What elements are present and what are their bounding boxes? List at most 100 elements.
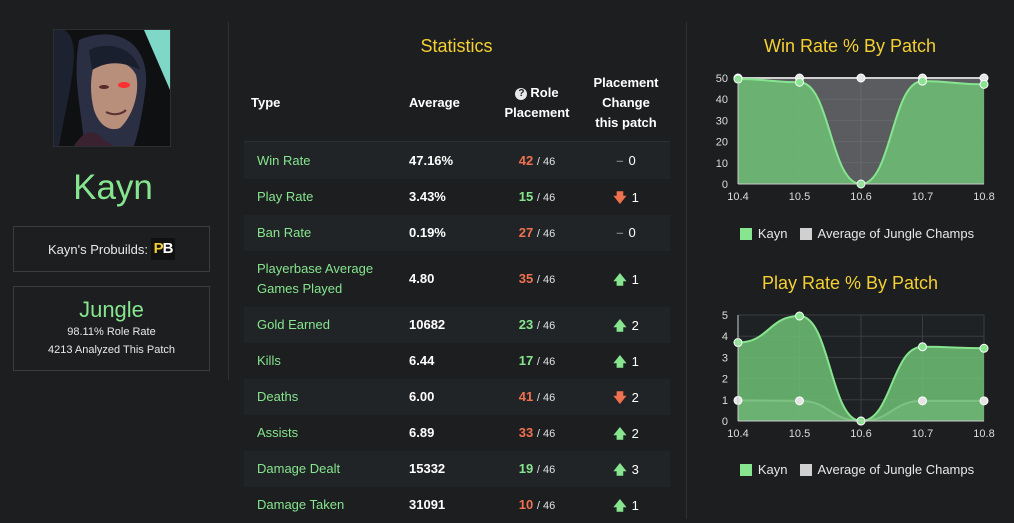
data-point-average[interactable] <box>918 396 927 406</box>
y-tick-label: 20 <box>716 137 728 149</box>
placement-rank: 23 <box>518 317 534 332</box>
stat-placement-change: 🡇 1 <box>590 189 662 211</box>
stat-type: Kills <box>257 353 281 368</box>
placement-total: / 46 <box>536 356 556 368</box>
placement-rank: 19 <box>518 461 534 476</box>
x-tick-label: 10.8 <box>973 191 994 203</box>
placement-total: / 46 <box>536 500 556 512</box>
change-value: 1 <box>631 190 639 205</box>
stat-placement-change: 🡅 1 <box>590 353 662 375</box>
change-arrow-icon: 🡅 <box>613 462 627 477</box>
table-row: Gold Earned 10682 23 / 46 🡅 2 <box>244 307 670 343</box>
legend-item-average[interactable]: Average of Jungle Champs <box>799 226 974 241</box>
y-tick-label: 50 <box>716 73 728 85</box>
stat-placement-change: 🡅 2 <box>590 317 662 339</box>
winrate-chart: 0 10 20 30 40 50 10.4 10.5 10.6 10.7 10.8 <box>716 73 995 203</box>
stat-average: 47.16% <box>409 152 454 168</box>
stat-average: 6.89 <box>409 425 435 440</box>
stat-role-placement: 15 / 46 <box>492 189 582 204</box>
probuilds-link[interactable]: Kayn's Probuilds: PB <box>13 226 210 272</box>
change-arrow-icon: 🡇 <box>613 190 627 205</box>
change-arrow-icon: 🡅 <box>613 354 627 369</box>
header-placement-change: Placement Change this patch <box>593 75 659 130</box>
placement-rank: 35 <box>518 271 534 286</box>
placement-rank: 41 <box>518 389 534 404</box>
data-point-average[interactable] <box>795 396 804 406</box>
playrate-chart: 0 1 2 3 4 5 10.4 10.5 10.6 10.7 10.8 <box>722 310 995 440</box>
legend-item-average[interactable]: Average of Jungle Champs <box>799 462 974 477</box>
y-tick-label: 5 <box>722 310 728 322</box>
winrate-legend: Kayn Average of Jungle Champs <box>700 226 1014 241</box>
x-tick-label: 10.5 <box>789 428 810 440</box>
x-tick-label: 10.4 <box>727 191 748 203</box>
y-tick-label: 1 <box>722 395 728 407</box>
data-point-average[interactable] <box>856 73 866 83</box>
x-tick-label: 10.8 <box>973 428 994 440</box>
legend-item-kayn[interactable]: Kayn <box>739 462 788 477</box>
y-tick-label: 3 <box>722 352 728 364</box>
change-arrow-icon: 🡅 <box>613 318 627 333</box>
legend-swatch <box>739 227 752 240</box>
data-point-kayn[interactable] <box>979 343 989 353</box>
y-tick-label: 40 <box>716 94 728 106</box>
x-tick-label: 10.5 <box>789 191 810 203</box>
x-tick-label: 10.4 <box>727 428 748 440</box>
role-analyzed: 4213 Analyzed This Patch <box>48 344 175 356</box>
x-tick-label: 10.6 <box>850 191 871 203</box>
placement-rank: 15 <box>518 189 534 204</box>
data-point-kayn[interactable] <box>795 311 804 321</box>
table-row: Ban Rate 0.19% 27 / 46 –0 <box>244 215 670 251</box>
table-row: Assists 6.89 33 / 46 🡅 2 <box>244 415 670 451</box>
legend-item-kayn[interactable]: Kayn <box>739 226 788 241</box>
stat-type: Playerbase Average Games Played <box>257 261 374 296</box>
stat-average: 6.00 <box>409 389 435 404</box>
statistics-title: Statistics <box>420 36 493 56</box>
change-value: 1 <box>631 272 639 287</box>
placement-total: / 46 <box>536 228 556 240</box>
playrate-legend: Kayn Average of Jungle Champs <box>700 462 1014 477</box>
placement-total: / 46 <box>536 155 556 168</box>
x-tick-label: 10.7 <box>912 191 933 203</box>
table-row: Damage Dealt 15332 19 / 46 🡅 3 <box>244 451 670 487</box>
stat-role-placement: 23 / 46 <box>492 317 582 332</box>
champion-portrait-image <box>54 30 170 146</box>
change-value: 3 <box>631 462 639 477</box>
stat-placement-change: 🡅 1 <box>590 271 662 293</box>
y-tick-label: 2 <box>722 374 728 386</box>
help-icon[interactable]: ? <box>515 88 528 100</box>
series-area-kayn <box>738 316 984 421</box>
table-header-divider <box>244 141 670 142</box>
y-tick-label: 0 <box>722 416 728 428</box>
stat-placement-change: –0 <box>590 153 662 168</box>
playrate-chart-title: Play Rate % By Patch <box>761 273 939 293</box>
data-point-kayn[interactable] <box>979 79 989 89</box>
stat-role-placement: 19 / 46 <box>492 461 582 476</box>
role-summary: Jungle 98.11% Role Rate 4213 Analyzed Th… <box>13 286 210 371</box>
data-point-average[interactable] <box>979 396 989 406</box>
data-point-kayn[interactable] <box>918 76 927 86</box>
change-value: 2 <box>631 318 639 333</box>
data-point-kayn[interactable] <box>918 342 927 352</box>
legend-swatch <box>799 463 812 476</box>
table-row: Deaths 6.00 41 / 46 🡇 2 <box>244 379 670 415</box>
stat-placement-change: 🡅 3 <box>590 461 662 483</box>
header-type: Type <box>251 95 281 110</box>
change-arrow-icon: – <box>616 225 624 240</box>
placement-total: / 46 <box>536 392 556 404</box>
change-arrow-icon: 🡇 <box>613 390 627 405</box>
x-tick-label: 10.6 <box>850 428 871 440</box>
stat-average: 6.44 <box>409 353 435 368</box>
stat-role-placement: 33 / 46 <box>492 425 582 440</box>
change-value: 0 <box>628 152 636 168</box>
placement-total: / 46 <box>536 192 556 204</box>
table-row: Playerbase Average Games Played 4.80 35 / 4… <box>244 251 670 307</box>
probuilds-logo-icon[interactable]: PB <box>151 238 176 260</box>
stat-placement-change: 🡅 2 <box>590 425 662 447</box>
stat-average: 15332 <box>409 461 446 476</box>
change-arrow-icon: – <box>616 152 624 168</box>
placement-rank: 17 <box>518 353 534 368</box>
data-point-kayn[interactable] <box>795 77 804 87</box>
table-row: Damage Taken 31091 10 / 46 🡅 1 <box>244 487 670 523</box>
stat-average: 31091 <box>409 497 446 512</box>
y-tick-label: 10 <box>716 158 728 170</box>
